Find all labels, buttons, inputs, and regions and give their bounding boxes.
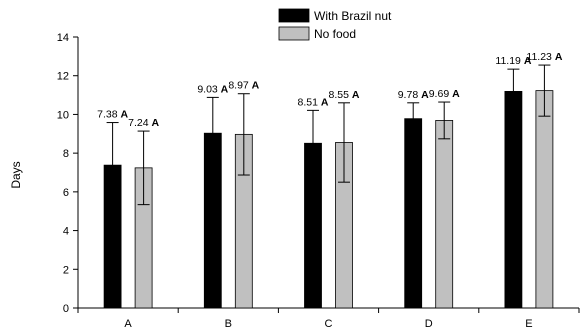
y-axis-title: Days: [9, 161, 23, 188]
bar-1-D: [404, 118, 423, 309]
y-axis: 0 2 4 6 8 10 12 14: [57, 32, 79, 315]
legend-swatch-series-1: [278, 8, 310, 23]
bars: [103, 90, 554, 309]
y-tick-label: 6: [63, 187, 69, 199]
legend-label-series-2: No food: [314, 27, 356, 41]
y-tick-label: 2: [63, 264, 69, 276]
legend-swatch-series-2: [278, 26, 310, 41]
error-bars: [106, 64, 551, 209]
x-tick-label: B: [225, 318, 232, 330]
data-label: 7.38 A: [97, 109, 128, 121]
data-label: 8.97 A: [228, 80, 259, 92]
y-tick-label: 14: [57, 32, 69, 44]
bar-2-E: [535, 90, 554, 309]
data-label: 8.51 A: [298, 96, 329, 108]
data-label: 8.55 A: [329, 89, 360, 101]
data-labels: 7.38 A 9.03 A 8.51 A 9.78 A 11.19 A 7.24 A 8.9…: [97, 51, 563, 129]
y-tick-label: 8: [63, 148, 69, 160]
bar-2-D: [435, 120, 454, 309]
y-tick-label: 0: [63, 303, 69, 315]
y-tick-label: 12: [57, 71, 69, 83]
x-tick-label: C: [325, 318, 333, 330]
x-tick-label: D: [425, 318, 433, 330]
data-label: 9.78 A: [398, 89, 429, 101]
x-tick-label: A: [124, 318, 132, 330]
bar-1-E: [504, 90, 523, 309]
y-tick-label: 4: [63, 226, 69, 238]
x-axis: A B C D E: [77, 307, 580, 330]
legend: With Brazil nut No food: [278, 8, 392, 41]
data-label: 9.69 A: [429, 88, 460, 100]
data-label: 7.24 A: [128, 117, 159, 129]
data-label: 11.19 A: [495, 55, 531, 67]
data-label: 11.23 A: [526, 51, 562, 63]
y-tick-label: 10: [57, 109, 69, 121]
data-label: 9.03 A: [197, 83, 228, 95]
legend-label-series-1: With Brazil nut: [314, 9, 392, 23]
x-tick-label: E: [525, 318, 532, 330]
